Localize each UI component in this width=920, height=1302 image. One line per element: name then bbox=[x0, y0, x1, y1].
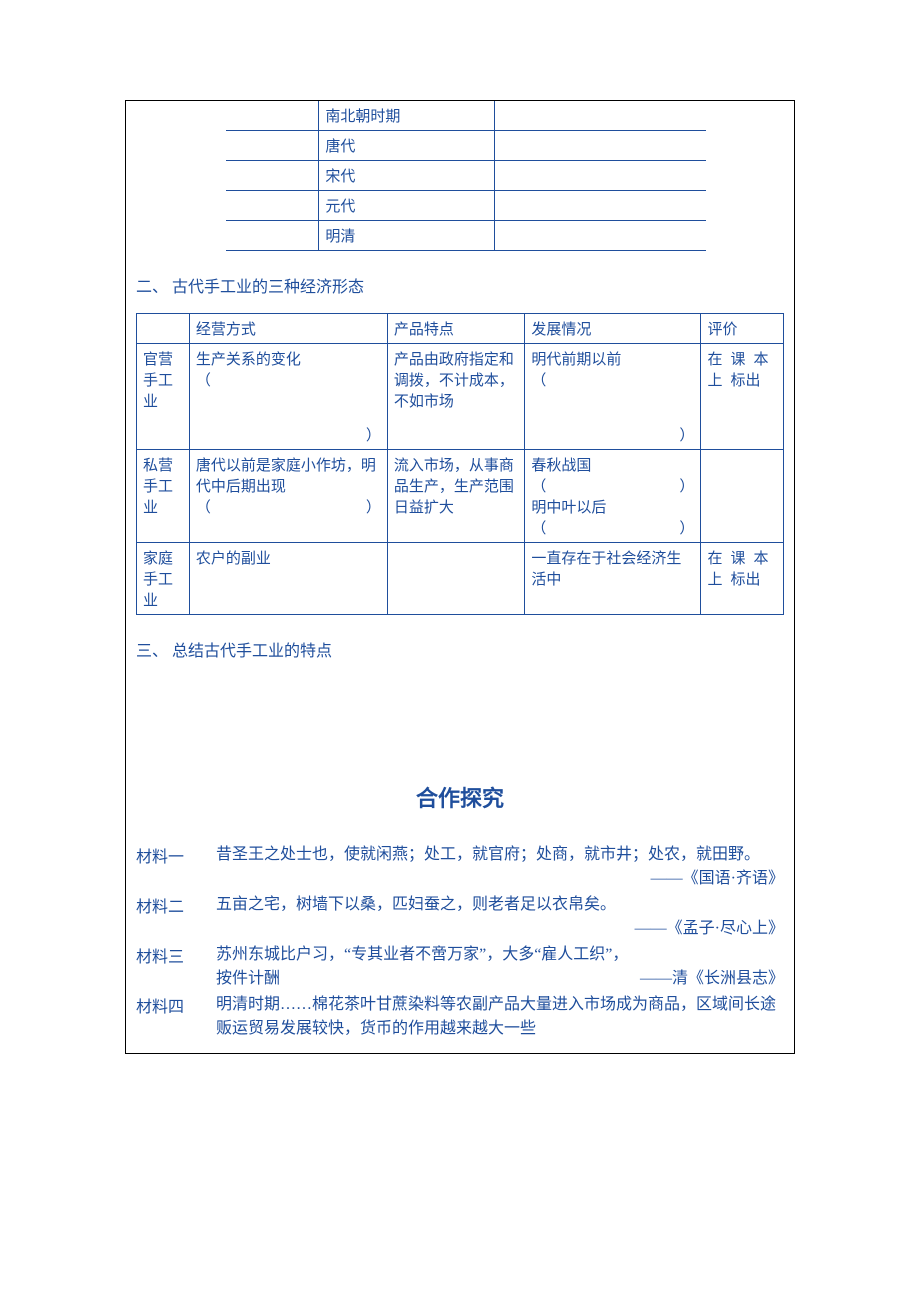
cell-text: 明代前期以前 bbox=[531, 352, 621, 368]
section-3-heading: 三、 总结古代手工业的特点 bbox=[136, 637, 784, 661]
header-cell: 评价 bbox=[701, 314, 784, 344]
page-content: 南北朝时期 唐代 宋代 元代 明清 bbox=[126, 101, 794, 1053]
cell-text: 春秋战国 bbox=[531, 458, 591, 474]
cell: 农户的副业 bbox=[189, 543, 387, 615]
material-text: 按件计酬 bbox=[216, 967, 280, 991]
blank-close: ） bbox=[366, 428, 381, 444]
cell bbox=[226, 161, 319, 191]
cell-text: 标出 bbox=[730, 572, 760, 588]
cell: 私营手工业 bbox=[137, 450, 190, 543]
header-cell: 经营方式 bbox=[189, 314, 387, 344]
blank-open: （ bbox=[531, 517, 546, 538]
cell: 生产关系的变化 （ ） bbox=[189, 344, 387, 450]
material-source: ——清《长洲县志》 bbox=[640, 967, 784, 991]
material-source: ——《孟子·尽心上》 bbox=[216, 917, 784, 941]
cell bbox=[226, 221, 319, 251]
material-body: 明清时期……棉花茶叶甘蔗染料等农副产品大量进入市场成为商品，区域间长途贩运贸易发… bbox=[216, 993, 784, 1041]
material-row: 材料二 五亩之宅，树墙下以桑，匹妇蚕之，则老者足以衣帛矣。 ——《孟子·尽心上》 bbox=[136, 893, 784, 941]
cell: 在课本上标出 bbox=[701, 344, 784, 450]
cell-text: 生产关系的变化 bbox=[196, 352, 301, 368]
cell: 元代 bbox=[319, 191, 494, 221]
cell bbox=[701, 450, 784, 543]
material-label: 材料四 bbox=[136, 993, 216, 1041]
cell: 产品由政府指定和调拨，不计成本，不如市场 bbox=[387, 344, 525, 450]
cell bbox=[494, 161, 706, 191]
table-row: 官营手工业 生产关系的变化 （ ） 产品由政府指定和调拨，不计成本，不如市场 明… bbox=[137, 344, 784, 450]
header-cell bbox=[137, 314, 190, 344]
cell: 流入市场，从事商品生产，生产范围日益扩大 bbox=[387, 450, 525, 543]
cell bbox=[226, 101, 319, 131]
cooperation-title: 合作探究 bbox=[136, 781, 784, 813]
material-row: 材料一 昔圣王之处士也，使就闲燕；处工，就官府；处商，就市井；处农，就田野。 —… bbox=[136, 843, 784, 891]
material-text: 五亩之宅，树墙下以桑，匹妇蚕之，则老者足以衣帛矣。 bbox=[216, 896, 616, 913]
material-body: 五亩之宅，树墙下以桑，匹妇蚕之，则老者足以衣帛矣。 ——《孟子·尽心上》 bbox=[216, 893, 784, 941]
table-row: 元代 bbox=[226, 191, 706, 221]
material-source: ——《国语·齐语》 bbox=[651, 867, 784, 891]
material-label: 材料二 bbox=[136, 893, 216, 941]
blank-open: （ bbox=[196, 373, 211, 389]
cell bbox=[226, 131, 319, 161]
blank-open: （ bbox=[196, 496, 211, 517]
blank-close: ） bbox=[679, 517, 694, 538]
blank-open: （ bbox=[531, 373, 546, 389]
cell: 宋代 bbox=[319, 161, 494, 191]
section-2-heading: 二、 古代手工业的三种经济形态 bbox=[136, 273, 784, 297]
cell: 一直存在于社会经济生活中 bbox=[525, 543, 701, 615]
cell: 春秋战国 （ ） 明中叶以后 （ ） bbox=[525, 450, 701, 543]
cell: 唐代以前是家庭小作坊，明代中后期出现 （ ） bbox=[189, 450, 387, 543]
blank-close: ） bbox=[366, 496, 381, 517]
material-row: 材料三 苏州东城比户习，“专其业者不啻万家”，大多“雇人工织”， 按件计酬 ——… bbox=[136, 943, 784, 991]
cell: 家庭手工业 bbox=[137, 543, 190, 615]
material-body: 昔圣王之处士也，使就闲燕；处工，就官府；处商，就市井；处农，就田野。 ——《国语… bbox=[216, 843, 784, 891]
cell bbox=[226, 191, 319, 221]
cell: 明清 bbox=[319, 221, 494, 251]
blank-close: ） bbox=[679, 428, 694, 444]
material-text: 明清时期……棉花茶叶甘蔗染料等农副产品大量进入市场成为商品，区域间长途贩运贸易发… bbox=[216, 996, 776, 1037]
cell bbox=[494, 101, 706, 131]
table-row: 家庭手工业 农户的副业 一直存在于社会经济生活中 在课本上标出 bbox=[137, 543, 784, 615]
header-cell: 发展情况 bbox=[525, 314, 701, 344]
blank-close: ） bbox=[679, 475, 694, 496]
table-header-row: 经营方式 产品特点 发展情况 评价 bbox=[137, 314, 784, 344]
cell: 南北朝时期 bbox=[319, 101, 494, 131]
table-row: 南北朝时期 bbox=[226, 101, 706, 131]
cell-text: 唐代以前是家庭小作坊，明代中后期出现 bbox=[196, 458, 376, 495]
dynasty-table: 南北朝时期 唐代 宋代 元代 明清 bbox=[226, 101, 706, 251]
table-row: 明清 bbox=[226, 221, 706, 251]
cell bbox=[494, 131, 706, 161]
cell: 官营手工业 bbox=[137, 344, 190, 450]
material-label: 材料一 bbox=[136, 843, 216, 891]
material-row: 材料四 明清时期……棉花茶叶甘蔗染料等农副产品大量进入市场成为商品，区域间长途贩… bbox=[136, 993, 784, 1041]
material-text: 昔圣王之处士也，使就闲燕；处工，就官府；处商，就市井；处农，就田野。 bbox=[216, 846, 760, 863]
table-row: 宋代 bbox=[226, 161, 706, 191]
header-cell: 产品特点 bbox=[387, 314, 525, 344]
cell: 在课本上标出 bbox=[701, 543, 784, 615]
cell-text: 明中叶以后 bbox=[531, 500, 606, 516]
cell bbox=[387, 543, 525, 615]
cell: 唐代 bbox=[319, 131, 494, 161]
page-outer-frame: 南北朝时期 唐代 宋代 元代 明清 bbox=[125, 100, 795, 1054]
material-label: 材料三 bbox=[136, 943, 216, 991]
material-body: 苏州东城比户习，“专其业者不啻万家”，大多“雇人工织”， 按件计酬 ——清《长洲… bbox=[216, 943, 784, 991]
material-text: 苏州东城比户习，“专其业者不啻万家”，大多“雇人工织”， bbox=[216, 943, 784, 967]
blank-open: （ bbox=[531, 475, 546, 496]
cell: 明代前期以前 （ ） bbox=[525, 344, 701, 450]
table-row: 私营手工业 唐代以前是家庭小作坊，明代中后期出现 （ ） 流入市场，从事商品生产… bbox=[137, 450, 784, 543]
materials-block: 材料一 昔圣王之处士也，使就闲燕；处工，就官府；处商，就市井；处农，就田野。 —… bbox=[136, 843, 784, 1041]
handicraft-forms-table: 经营方式 产品特点 发展情况 评价 官营手工业 生产关系的变化 （ ） 产品由政… bbox=[136, 313, 784, 615]
cell bbox=[494, 191, 706, 221]
cell-text: 标出 bbox=[730, 373, 760, 389]
table-row: 唐代 bbox=[226, 131, 706, 161]
cell bbox=[494, 221, 706, 251]
